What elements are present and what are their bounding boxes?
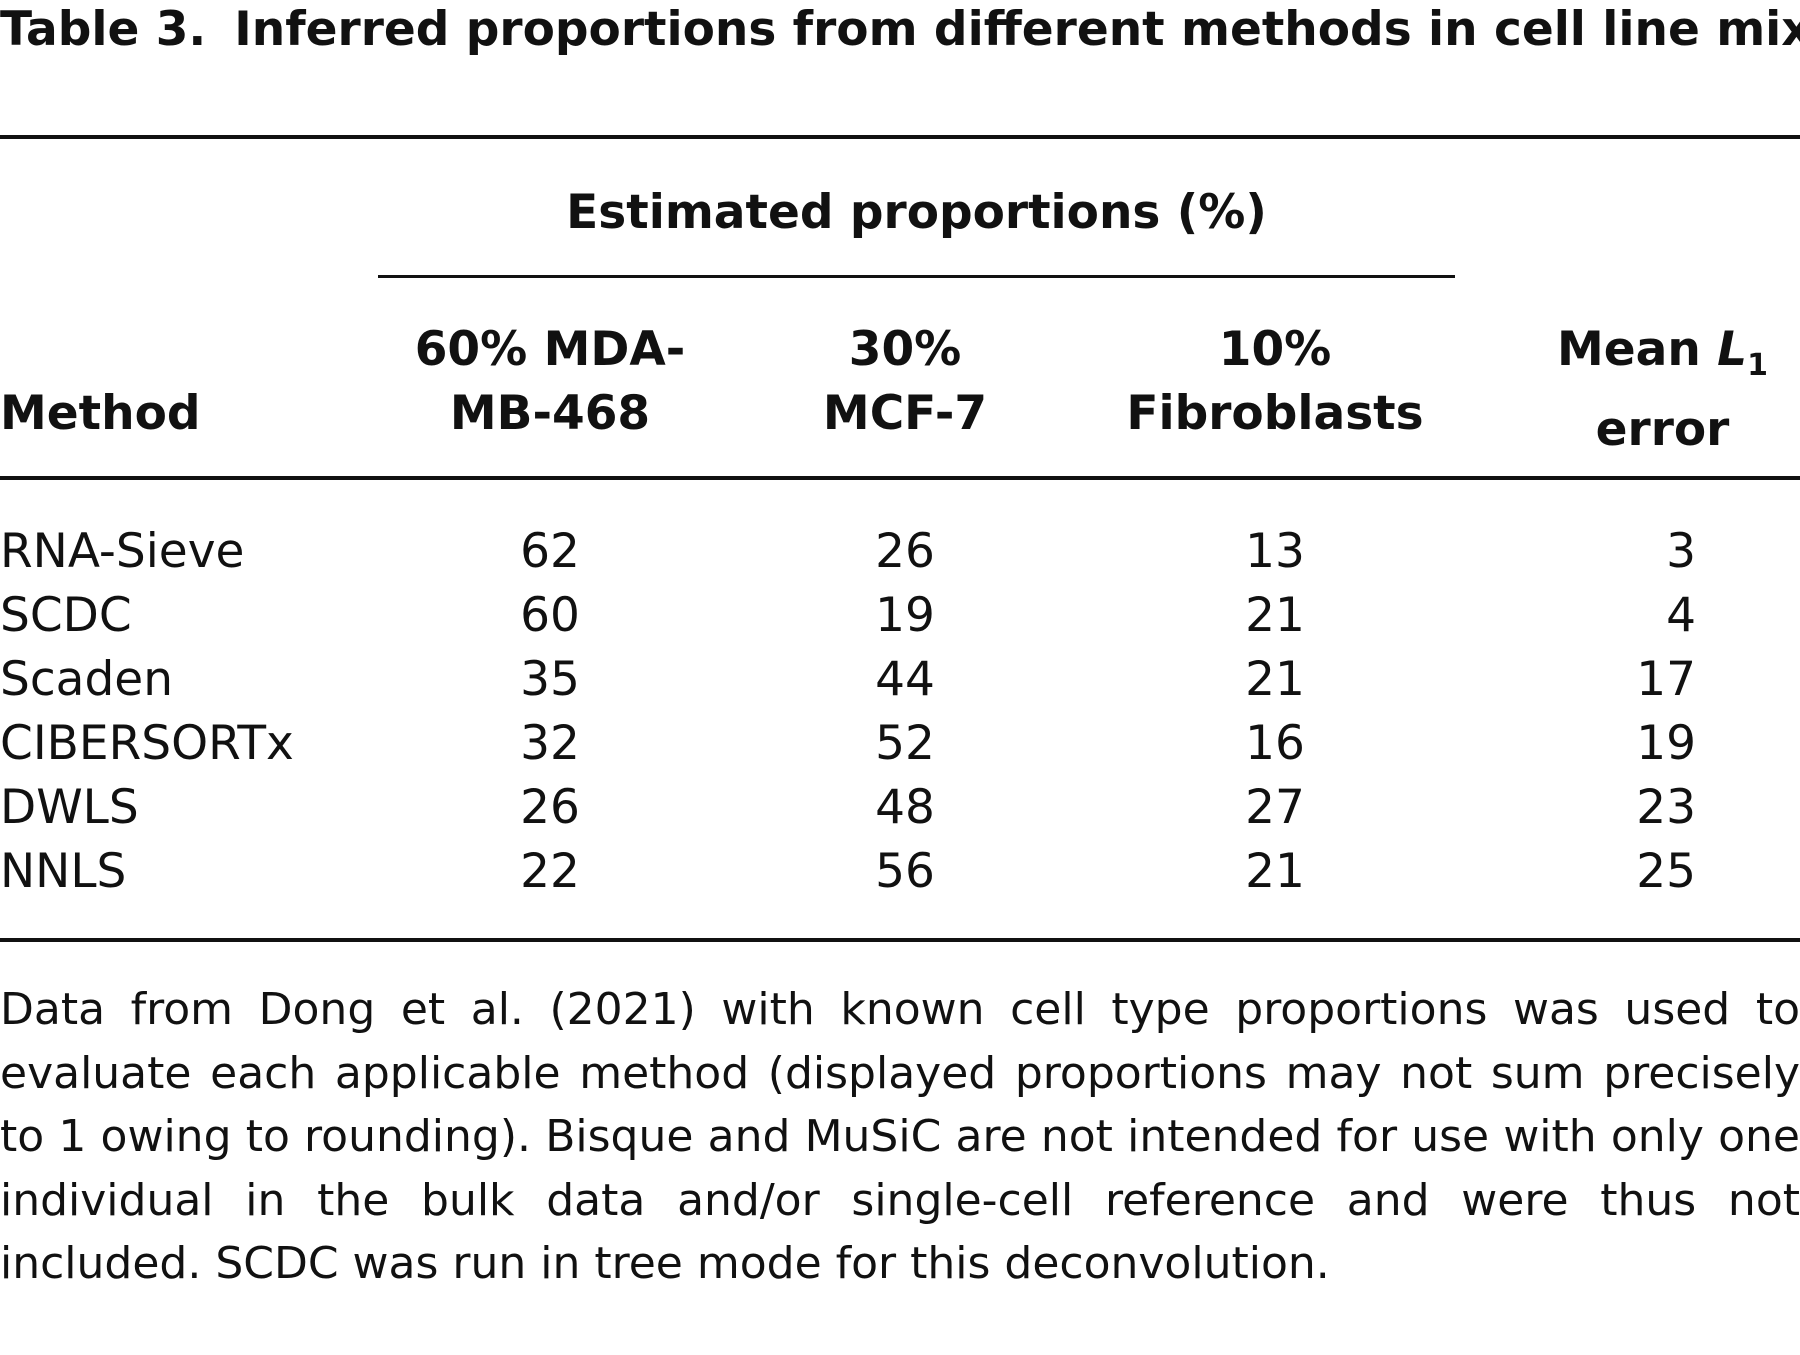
cell-fib: 21 — [1245, 588, 1305, 643]
cell-mda: 22 — [520, 844, 580, 899]
spanner-header: Estimated proportions (%) — [566, 185, 1267, 240]
table-caption: Inferred proportions from different meth… — [234, 2, 1800, 57]
cell-fib: 16 — [1245, 716, 1305, 771]
cell-fib: 21 — [1245, 652, 1305, 707]
cell-method: NNLS — [0, 844, 127, 899]
header-error-line2: error — [1595, 402, 1730, 457]
header-fib-line2: Fibroblasts — [1126, 386, 1424, 441]
cell-mcf: 52 — [875, 716, 935, 771]
header-method: Method — [0, 386, 201, 441]
cell-error: 3 — [1666, 524, 1696, 579]
cell-mcf: 19 — [875, 588, 935, 643]
header-mda-line1: 60% MDA- — [414, 322, 686, 377]
table-row: RNA-Sieve 62 26 13 3 — [0, 520, 1800, 584]
bottom-rule — [0, 938, 1800, 942]
table-footnote: Data from Dong et al. (2021) with known … — [0, 984, 1800, 1289]
cell-error: 25 — [1636, 844, 1696, 899]
header-mcf-line1: 30% — [848, 322, 962, 377]
cell-method: RNA-Sieve — [0, 524, 245, 579]
top-rule — [0, 135, 1800, 139]
header-fib: 10% Fibroblasts — [1100, 318, 1450, 446]
header-error-word: Mean — [1556, 322, 1718, 377]
table-row: Scaden 35 44 21 17 — [0, 648, 1800, 712]
cell-method: CIBERSORTx — [0, 716, 294, 771]
header-error-italic: L — [1717, 322, 1748, 377]
cell-mcf: 44 — [875, 652, 935, 707]
cell-method: Scaden — [0, 652, 174, 707]
cell-mda: 35 — [520, 652, 580, 707]
table-row: NNLS 22 56 21 25 — [0, 840, 1800, 904]
spanner-rule — [378, 275, 1455, 278]
header-rule — [0, 476, 1800, 480]
cell-fib: 27 — [1245, 780, 1305, 835]
cell-fib: 21 — [1245, 844, 1305, 899]
table-row: CIBERSORTx 32 52 16 19 — [0, 712, 1800, 776]
cell-error: 4 — [1666, 588, 1696, 643]
cell-error: 17 — [1636, 652, 1696, 707]
table-label: Table 3. — [0, 2, 207, 57]
cell-fib: 13 — [1245, 524, 1305, 579]
cell-mda: 60 — [520, 588, 580, 643]
cell-mcf: 48 — [875, 780, 935, 835]
header-error-line1: Mean L1 — [1525, 318, 1800, 398]
cell-mcf: 56 — [875, 844, 935, 899]
cell-error: 19 — [1636, 716, 1696, 771]
table-row: DWLS 26 48 27 23 — [0, 776, 1800, 840]
header-mcf-line2: MCF-7 — [822, 386, 988, 441]
header-mcf: 30% MCF-7 — [770, 318, 1040, 446]
cell-mda: 62 — [520, 524, 580, 579]
header-fib-line1: 10% — [1218, 322, 1332, 377]
header-error-subscript: 1 — [1747, 348, 1768, 383]
cell-method: SCDC — [0, 588, 132, 643]
cell-mda: 32 — [520, 716, 580, 771]
header-mda-line2: MB-468 — [449, 386, 651, 441]
table-row: SCDC 60 19 21 4 — [0, 584, 1800, 648]
cell-error: 23 — [1636, 780, 1696, 835]
cell-method: DWLS — [0, 780, 139, 835]
table-title: Table 3. Inferred proportions from differ… — [0, 0, 1800, 60]
cell-mcf: 26 — [875, 524, 935, 579]
header-mda: 60% MDA- MB-468 — [390, 318, 710, 446]
cell-mda: 26 — [520, 780, 580, 835]
header-error: Mean L1 error — [1525, 318, 1800, 462]
